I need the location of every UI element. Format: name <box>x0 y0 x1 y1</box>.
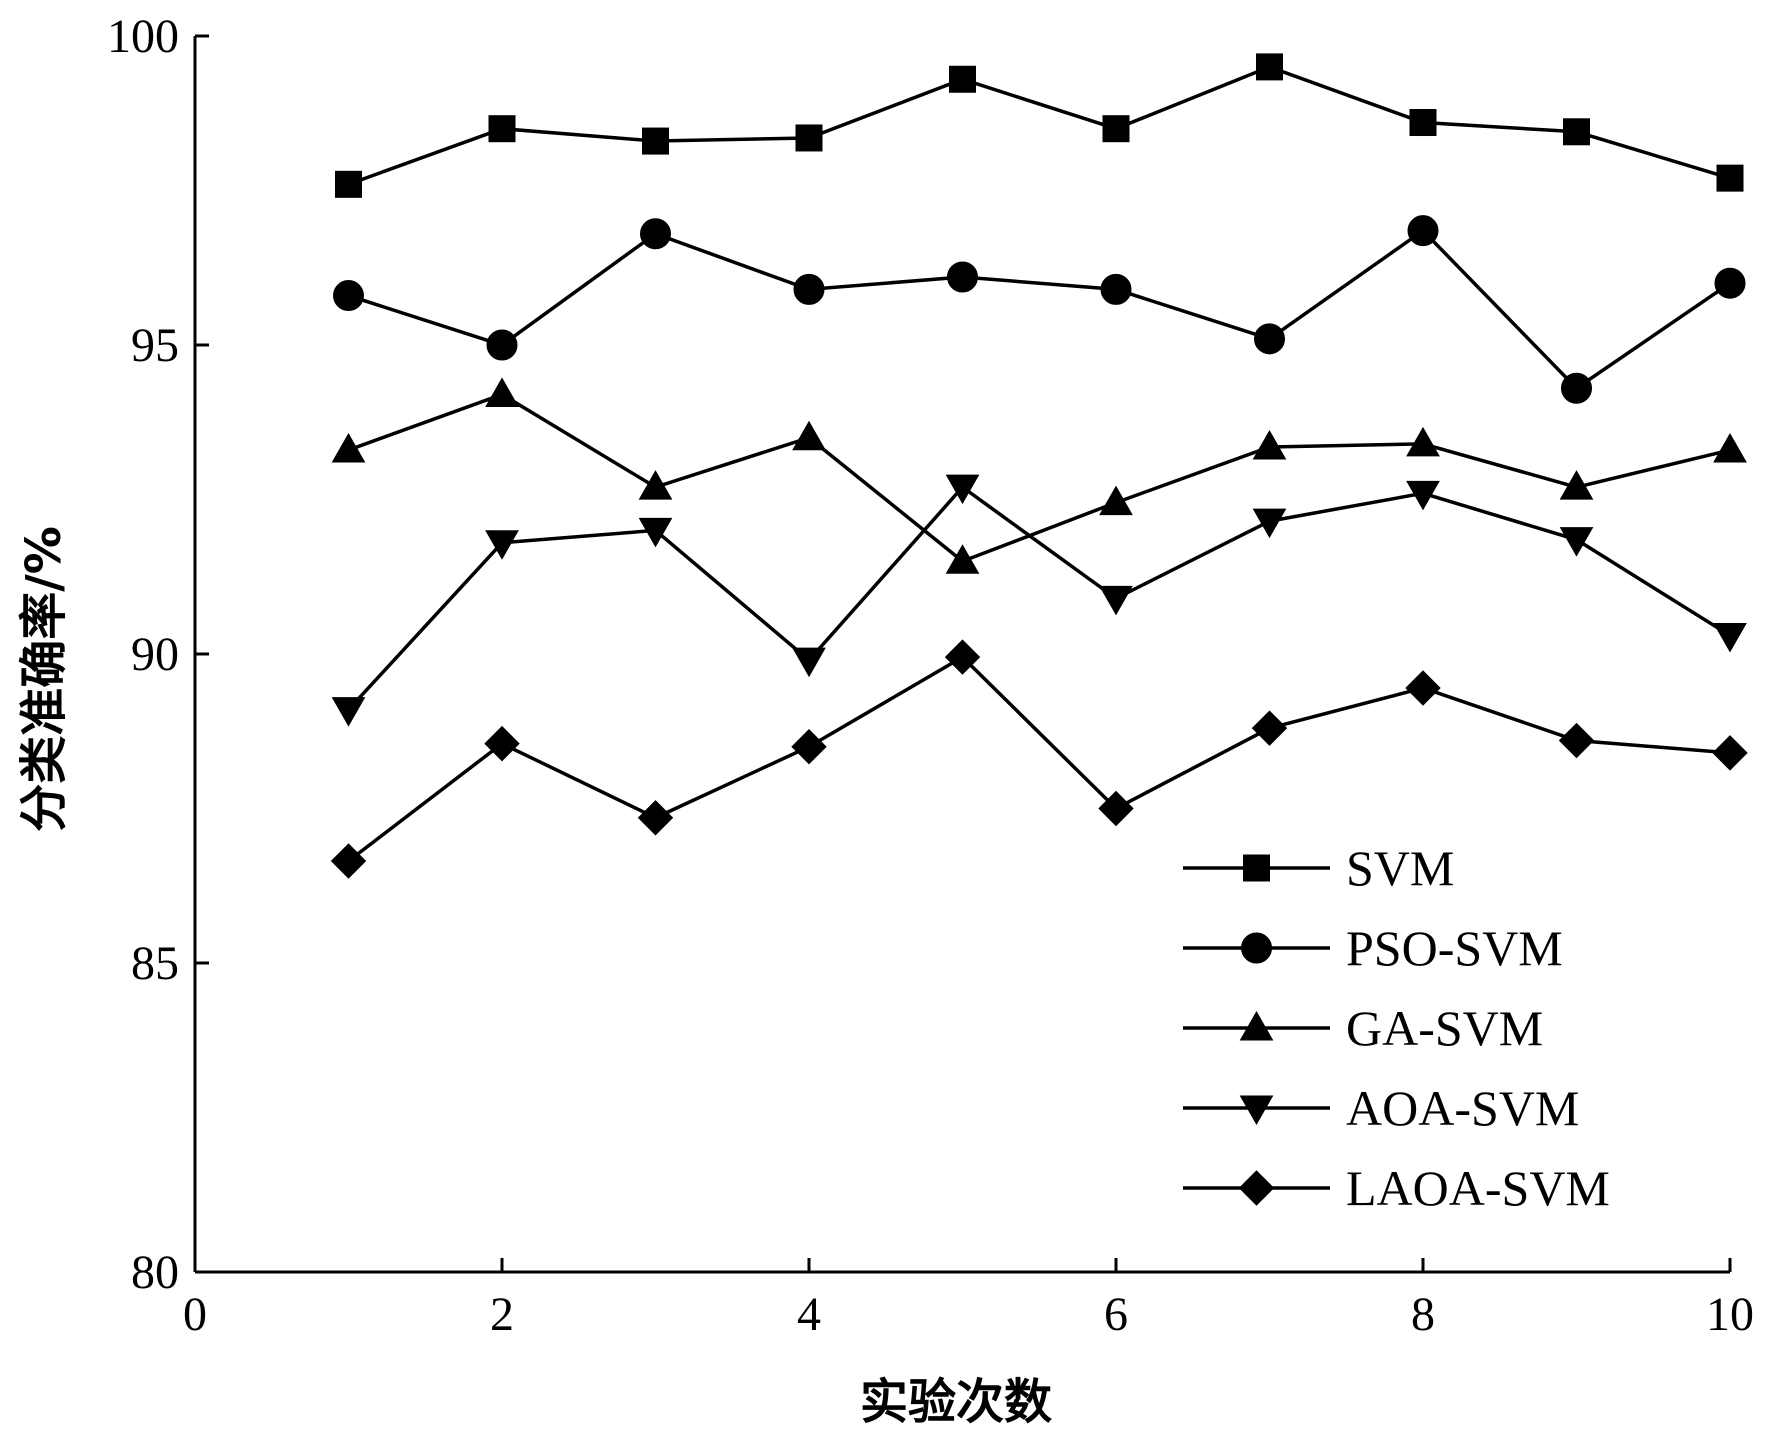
legend-entry: GA-SVM <box>1183 1000 1543 1056</box>
data-point <box>1406 426 1440 457</box>
data-point <box>1409 109 1437 137</box>
data-point <box>1563 118 1590 146</box>
series-ga-svm <box>331 377 1747 574</box>
y-tick-label: 90 <box>131 628 179 681</box>
x-tick-label: 8 <box>1411 1288 1435 1341</box>
x-tick-label: 4 <box>797 1288 821 1341</box>
legend-label: PSO-SVM <box>1346 920 1563 976</box>
legend-marker <box>1241 932 1272 964</box>
series-pso-svm <box>333 215 1746 404</box>
plot-area <box>330 53 1748 879</box>
data-point <box>485 377 519 407</box>
x-tick-label: 6 <box>1104 1288 1128 1341</box>
data-point <box>1558 722 1595 759</box>
data-point <box>1405 670 1441 706</box>
data-point <box>1713 622 1747 653</box>
series-laoa-svm <box>330 639 1748 879</box>
y-tick-label: 100 <box>107 10 179 63</box>
data-point <box>1713 433 1747 463</box>
data-point <box>486 329 518 361</box>
legend-label: SVM <box>1346 840 1454 896</box>
data-point <box>791 728 827 765</box>
data-point <box>1559 527 1594 557</box>
data-point <box>792 647 826 678</box>
data-point <box>1406 480 1440 511</box>
x-tick-label: 0 <box>183 1288 207 1341</box>
data-point <box>1561 372 1592 404</box>
series-line <box>347 484 1731 711</box>
data-point <box>335 170 362 198</box>
legend-label: GA-SVM <box>1346 1000 1543 1056</box>
legend-marker <box>1238 1170 1275 1206</box>
data-point <box>484 725 520 762</box>
data-point <box>944 639 981 675</box>
y-axis-label: 分类准确率/% <box>16 526 72 832</box>
y-tick-label: 80 <box>131 1246 179 1299</box>
x-tick-label: 2 <box>490 1288 514 1341</box>
data-point <box>330 843 367 879</box>
legend-entry: PSO-SVM <box>1183 920 1563 976</box>
x-tick-label: 10 <box>1706 1288 1754 1341</box>
data-point <box>642 127 669 155</box>
data-point <box>949 65 976 93</box>
series-line <box>347 228 1731 391</box>
data-point <box>1714 267 1746 299</box>
data-point <box>1099 485 1133 516</box>
data-point <box>640 218 671 250</box>
data-point <box>795 124 823 152</box>
legend: SVM PSO-SVM GA-SVM AOA-SVM LAOA-SVM <box>1183 840 1610 1216</box>
legend-marker <box>1239 1095 1274 1126</box>
legend-label: LAOA-SVM <box>1346 1160 1610 1216</box>
data-point <box>1256 53 1283 81</box>
data-point <box>488 115 516 143</box>
data-point <box>1099 585 1133 616</box>
legend-marker <box>1239 1010 1274 1041</box>
data-point <box>792 420 826 451</box>
x-axis-label: 实验次数 <box>860 1374 1052 1430</box>
y-tick-label: 85 <box>131 937 179 990</box>
data-point <box>1100 273 1132 305</box>
data-point <box>947 261 978 293</box>
data-point <box>638 470 673 500</box>
data-point <box>1251 710 1288 746</box>
series-svm <box>335 53 1744 198</box>
data-point <box>485 530 519 560</box>
data-point <box>1252 508 1287 539</box>
data-point <box>333 280 364 312</box>
data-point <box>637 800 674 836</box>
data-point <box>793 273 825 305</box>
data-point <box>945 474 980 505</box>
series-line <box>347 654 1731 863</box>
legend-entry: AOA-SVM <box>1183 1080 1579 1136</box>
data-point <box>1559 470 1594 500</box>
data-point <box>1252 429 1287 460</box>
data-point <box>638 517 673 548</box>
legend-label: AOA-SVM <box>1346 1080 1579 1136</box>
series-line <box>347 65 1731 186</box>
series-aoa-svm <box>331 474 1747 727</box>
data-point <box>945 544 980 574</box>
y-tick-label: 95 <box>131 319 179 372</box>
data-point <box>1254 323 1285 355</box>
data-point <box>331 433 366 463</box>
data-point <box>1712 735 1748 771</box>
data-point <box>1102 115 1130 143</box>
axes: 0 2 4 6 8 10 80 85 90 95 100 <box>107 10 1754 1341</box>
data-point <box>1716 164 1744 192</box>
data-point <box>1407 215 1439 247</box>
legend-marker <box>1243 854 1270 882</box>
legend-entry: SVM <box>1183 840 1454 896</box>
legend-entry: LAOA-SVM <box>1183 1160 1610 1216</box>
data-point <box>1098 790 1134 827</box>
data-point <box>331 697 366 727</box>
series-line <box>347 392 1731 564</box>
